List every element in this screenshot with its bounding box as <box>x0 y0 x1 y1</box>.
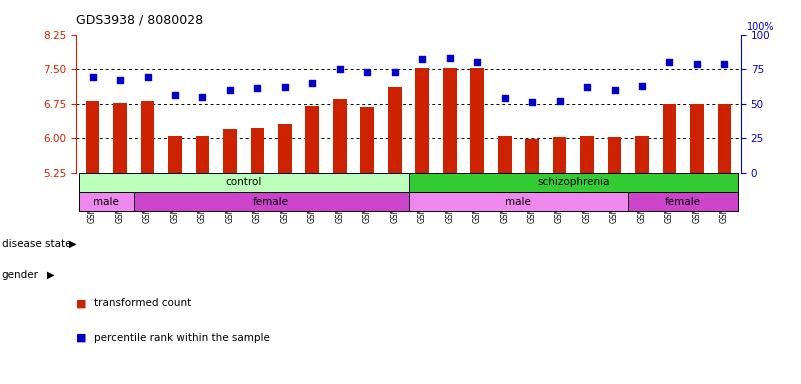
Point <box>416 56 429 63</box>
Bar <box>628 192 739 211</box>
Point <box>388 69 401 75</box>
Bar <box>497 136 512 172</box>
Bar <box>718 104 731 172</box>
Text: percentile rank within the sample: percentile rank within the sample <box>94 333 270 343</box>
Bar <box>78 172 409 192</box>
Bar <box>662 104 676 172</box>
Point <box>608 87 621 93</box>
Bar <box>113 103 127 172</box>
Text: GDS3938 / 8080028: GDS3938 / 8080028 <box>76 14 203 27</box>
Text: female: female <box>253 197 289 207</box>
Point <box>553 98 566 104</box>
Text: ▶: ▶ <box>47 270 54 280</box>
Bar <box>195 136 209 172</box>
Text: ■: ■ <box>76 333 87 343</box>
Point <box>168 92 181 98</box>
Bar <box>78 192 134 211</box>
Bar <box>305 106 320 172</box>
Text: transformed count: transformed count <box>94 298 191 308</box>
Text: schizophrenia: schizophrenia <box>537 177 610 187</box>
Text: gender: gender <box>2 270 38 280</box>
Bar <box>409 172 739 192</box>
Point <box>690 60 703 66</box>
Bar <box>86 101 99 172</box>
Bar <box>223 129 237 172</box>
Point <box>663 59 676 65</box>
Bar <box>690 104 704 172</box>
Text: disease state: disease state <box>2 239 71 249</box>
Point <box>251 85 264 91</box>
Point <box>223 87 236 93</box>
Bar <box>635 136 649 172</box>
Bar <box>168 136 182 172</box>
Point <box>141 74 154 80</box>
Bar <box>333 99 347 172</box>
Bar <box>443 68 457 172</box>
Bar <box>251 128 264 172</box>
Point <box>471 59 484 65</box>
Point <box>87 74 99 80</box>
Bar <box>360 107 374 172</box>
Bar <box>388 88 401 172</box>
Text: male: male <box>94 197 119 207</box>
Bar <box>525 139 539 172</box>
Text: female: female <box>666 197 701 207</box>
Point <box>196 94 209 100</box>
Point <box>361 69 374 75</box>
Bar <box>416 68 429 172</box>
Bar <box>278 124 292 172</box>
Bar <box>580 136 594 172</box>
Point <box>114 77 127 83</box>
Bar <box>141 101 155 172</box>
Bar <box>553 137 566 172</box>
Point <box>498 95 511 101</box>
Bar <box>409 192 628 211</box>
Point <box>636 83 649 89</box>
Bar <box>470 68 484 172</box>
Point <box>306 80 319 86</box>
Point <box>443 55 456 61</box>
Point <box>333 66 346 72</box>
Text: 100%: 100% <box>747 22 774 32</box>
Text: control: control <box>226 177 262 187</box>
Point <box>718 60 731 66</box>
Bar <box>608 137 622 172</box>
Point <box>279 84 292 90</box>
Bar <box>134 192 409 211</box>
Point <box>581 84 594 90</box>
Text: male: male <box>505 197 531 207</box>
Text: ■: ■ <box>76 298 87 308</box>
Point <box>525 99 538 105</box>
Text: ▶: ▶ <box>69 239 76 249</box>
